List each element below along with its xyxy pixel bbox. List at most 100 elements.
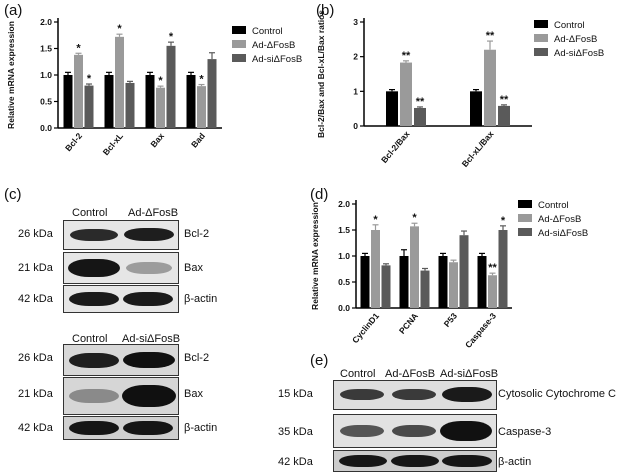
legend-label: Ad-ΔFosB bbox=[538, 214, 581, 225]
bar bbox=[74, 54, 83, 128]
significance-label: * bbox=[169, 31, 174, 43]
blot-kda-label: 21 kDa bbox=[18, 262, 53, 274]
blot-band bbox=[123, 292, 173, 306]
y-axis-label: Bcl-2/Bax and Bcl-xL/Bax ratios bbox=[316, 10, 326, 138]
x-tick-label: Bax bbox=[148, 131, 166, 150]
blot-band bbox=[68, 259, 120, 277]
bar bbox=[470, 91, 482, 126]
blot-header: Control bbox=[72, 207, 108, 219]
blot-strip bbox=[63, 344, 179, 376]
y-tick-label: 2.0 bbox=[338, 199, 350, 209]
bar bbox=[156, 87, 165, 128]
significance-label: ** bbox=[486, 30, 495, 42]
y-tick-label: 1.5 bbox=[40, 44, 52, 54]
blot-protein-label: β-actin bbox=[184, 293, 218, 305]
blot-strip bbox=[333, 450, 497, 472]
blot-protein-label: β-actin bbox=[184, 422, 218, 434]
blot-header: Ad-siΔFosB bbox=[122, 333, 181, 345]
bar bbox=[381, 265, 391, 308]
significance-label: ** bbox=[402, 50, 411, 62]
bar bbox=[477, 256, 487, 308]
blot-band bbox=[442, 455, 492, 467]
legend-swatch bbox=[232, 40, 246, 48]
panel-label-a: (a) bbox=[4, 2, 23, 19]
significance-label: * bbox=[412, 212, 417, 224]
chart-a: 0.0 0.5 1.0 1.5 2.0 Relative mRNA expression *… bbox=[6, 17, 302, 157]
blot-kda-label: 21 kDa bbox=[18, 388, 53, 400]
x-tick-label: P53 bbox=[442, 311, 460, 329]
y-tick-label: 3 bbox=[353, 17, 358, 27]
blot-band bbox=[69, 353, 119, 368]
blot-strip bbox=[63, 252, 179, 284]
blot-kda-label: 42 kDa bbox=[18, 422, 53, 434]
blot-band bbox=[391, 455, 439, 467]
chart-d: 0.0 0.5 1.0 1.5 2.0 Relative mRNA expression *… bbox=[310, 199, 588, 349]
y-tick-label: 0 bbox=[353, 121, 358, 131]
blot-kda-label: 42 kDa bbox=[278, 456, 313, 468]
blot-header: Ad-ΔFosB bbox=[385, 368, 436, 380]
bar bbox=[104, 75, 114, 128]
legend-swatch bbox=[232, 54, 246, 62]
blot-protein-label: Bcl-2 bbox=[184, 228, 210, 240]
blot-kda-label: 35 kDa bbox=[278, 426, 313, 438]
bar bbox=[438, 256, 448, 308]
y-tick-label: 0.0 bbox=[338, 303, 350, 313]
legend-swatch bbox=[518, 214, 532, 222]
y-tick-label: 0.0 bbox=[40, 123, 52, 133]
legend-label: Control bbox=[538, 200, 569, 211]
bar bbox=[459, 235, 469, 308]
blot-kda-label: 15 kDa bbox=[278, 388, 313, 400]
blot-band bbox=[123, 421, 173, 435]
blot-header: Ad-ΔFosB bbox=[128, 207, 179, 219]
x-tick-label: Bcl-2 bbox=[63, 131, 84, 154]
bar bbox=[400, 62, 412, 126]
blot-kda-label: 42 kDa bbox=[18, 293, 53, 305]
bar bbox=[498, 230, 508, 308]
legend-label: Control bbox=[554, 20, 585, 31]
blot-band bbox=[70, 229, 118, 241]
blot-band bbox=[392, 389, 436, 400]
blot-band bbox=[392, 425, 436, 437]
blot-header: Ad-siΔFosB bbox=[440, 368, 499, 380]
blot-strip bbox=[63, 416, 179, 440]
panel-label-d: (d) bbox=[310, 186, 329, 203]
blot-band bbox=[339, 455, 387, 467]
blot-protein-label: Caspase-3 bbox=[498, 426, 552, 438]
blot-band bbox=[69, 421, 119, 435]
blot-protein-label: Bax bbox=[184, 388, 203, 400]
bar bbox=[498, 105, 510, 126]
x-tick-label: PCNA bbox=[397, 311, 420, 336]
x-tick-label: Bcl-xL/Bax bbox=[460, 129, 496, 169]
legend-label: Ad-siΔFosB bbox=[538, 228, 588, 239]
panel-label-c: (c) bbox=[4, 186, 22, 203]
bar bbox=[145, 75, 155, 128]
blot-kda-label: 26 kDa bbox=[18, 352, 53, 364]
legend-label: Ad-siΔFosB bbox=[554, 48, 604, 59]
x-tick-label: Bcl-xL bbox=[101, 131, 125, 157]
significance-label: * bbox=[117, 23, 122, 35]
y-tick-label: 0.5 bbox=[40, 97, 52, 107]
bar bbox=[488, 275, 497, 308]
y-tick-label: 1 bbox=[353, 86, 358, 96]
significance-label: * bbox=[199, 74, 204, 86]
y-tick-label: 1.0 bbox=[40, 70, 52, 80]
bar bbox=[186, 75, 196, 128]
bar bbox=[63, 75, 73, 128]
legend-swatch bbox=[534, 34, 548, 42]
panel-label-b: (b) bbox=[316, 2, 335, 19]
significance-label: * bbox=[373, 214, 378, 226]
y-tick-label: 2.0 bbox=[40, 17, 52, 27]
blot-band bbox=[340, 425, 384, 437]
y-tick-label: 1.5 bbox=[338, 225, 350, 235]
blot-strip bbox=[63, 220, 179, 250]
legend-label: Control bbox=[252, 26, 283, 37]
y-tick-label: 1.0 bbox=[338, 251, 350, 261]
chart-b: 0 1 2 3 Bcl-2/Bax and Bcl-xL/Bax ratios ** ** B… bbox=[316, 10, 604, 169]
blot-band bbox=[123, 352, 175, 368]
bar bbox=[414, 107, 426, 126]
bar bbox=[207, 59, 217, 128]
x-tick-label: Caspase-3 bbox=[463, 311, 498, 349]
bar bbox=[420, 270, 430, 308]
blot-band bbox=[124, 228, 174, 241]
x-tick-label: Bcl-2/Bax bbox=[379, 129, 412, 165]
